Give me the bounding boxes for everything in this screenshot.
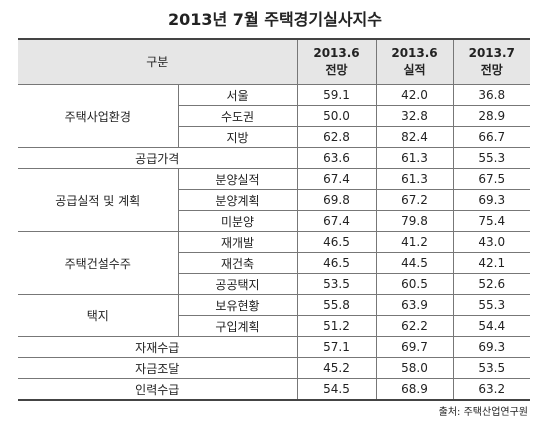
value-cell: 61.3 <box>375 147 454 169</box>
value-cell: 58.0 <box>375 357 454 379</box>
value-cell: 69.3 <box>452 336 530 358</box>
value-cell: 50.0 <box>296 105 377 127</box>
value-cell: 36.8 <box>452 84 530 106</box>
row-label: 공공택지 <box>178 273 298 295</box>
value-cell: 57.1 <box>296 336 377 358</box>
value-cell: 42.1 <box>452 252 530 274</box>
value-cell: 67.4 <box>296 210 377 232</box>
value-cell: 32.8 <box>375 105 454 127</box>
value-cell: 43.0 <box>452 231 530 253</box>
value-cell: 46.5 <box>296 252 377 274</box>
row-label: 공급가격 <box>18 147 298 169</box>
value-cell: 62.2 <box>375 315 454 337</box>
value-cell: 67.4 <box>296 168 377 190</box>
row-label: 분양계획 <box>178 189 298 211</box>
source: 출처: 주택산업연구원 <box>438 407 528 418</box>
table-row: 미분양 67.4 79.8 75.4 <box>18 210 530 232</box>
value-cell: 63.9 <box>375 294 454 316</box>
header-cell: 2013.6 실적 <box>375 38 454 85</box>
value-cell: 41.2 <box>375 231 454 253</box>
row-label: 분양실적 <box>177 168 298 190</box>
table-row: 분양계획 69.8 67.2 69.3 <box>18 189 530 211</box>
index-table: 구분 2013.6 전망 2013.6 실적 2013.7 전망 주택사업환경 서울 59.1… <box>18 38 530 401</box>
value-cell: 61.3 <box>375 168 454 190</box>
value-cell: 51.2 <box>296 315 377 337</box>
row-label: 자재수급 <box>18 336 298 358</box>
table-row: 지방 62.8 82.4 66.7 <box>18 126 530 148</box>
row-label: 수도권 <box>178 105 298 127</box>
row-label: 재개발 <box>177 231 298 253</box>
value-cell: 54.5 <box>296 378 377 401</box>
title: 2013년 7월 주택경기실사지수 <box>167 10 382 29</box>
value-cell: 45.2 <box>296 357 377 379</box>
value-cell: 67.2 <box>375 189 454 211</box>
table-row: 공급실적 및 계획 분양실적 67.4 61.3 67.5 <box>18 168 530 232</box>
header-line: 2013.6 <box>391 46 438 60</box>
header-line: 전망 <box>325 63 348 77</box>
value-cell: 66.7 <box>452 126 530 148</box>
header-line: 2013.7 <box>468 46 515 60</box>
table-row: 주택건설수주 재개발 46.5 41.2 43.0 <box>18 231 530 295</box>
value-cell: 46.5 <box>296 231 377 253</box>
value-cell: 44.5 <box>375 252 454 274</box>
value-cell: 63.6 <box>296 147 377 169</box>
value-cell: 69.8 <box>296 189 377 211</box>
table-body: 주택사업환경 서울 59.1 42.0 36.8 수도권 50.0 32.8 28.9 지방 62.… <box>18 84 530 401</box>
table-row: 주택사업환경 서울 59.1 42.0 36.8 <box>18 84 530 148</box>
group-cell: 공급실적 및 계획 <box>18 168 179 232</box>
header-line: 전망 <box>480 63 503 77</box>
value-cell: 53.5 <box>452 357 530 379</box>
table-row: 재건축 46.5 44.5 42.1 <box>18 252 530 274</box>
header-cell: 2013.6 전망 <box>296 38 377 85</box>
value-cell: 55.3 <box>452 294 530 316</box>
row-label: 구입계획 <box>178 315 298 337</box>
row-label: 자금조달 <box>18 357 298 379</box>
header-line: 2013.6 <box>313 46 360 60</box>
value-cell: 69.3 <box>452 189 530 211</box>
header-cell: 구분 <box>18 38 298 85</box>
group-cell: 주택사업환경 <box>18 84 179 148</box>
value-cell: 59.1 <box>296 84 377 106</box>
value-cell: 55.8 <box>296 294 377 316</box>
value-cell: 42.0 <box>375 84 454 106</box>
value-cell: 62.8 <box>296 126 377 148</box>
table-row: 자재수급 57.1 69.7 69.3 <box>18 336 530 358</box>
table-row: 자금조달 45.2 58.0 53.5 <box>18 357 530 379</box>
table-row: 공공택지 53.5 60.5 52.6 <box>18 273 530 295</box>
row-label: 서울 <box>177 84 298 106</box>
value-cell: 82.4 <box>375 126 454 148</box>
value-cell: 28.9 <box>452 105 530 127</box>
row-label: 재건축 <box>178 252 298 274</box>
value-cell: 60.5 <box>375 273 454 295</box>
value-cell: 68.9 <box>375 378 454 401</box>
header-cell: 2013.7 전망 <box>452 38 530 85</box>
header-row: 구분 2013.6 전망 2013.6 실적 2013.7 전망 <box>18 38 530 85</box>
value-cell: 69.7 <box>375 336 454 358</box>
group-cell: 주택건설수주 <box>18 231 179 295</box>
row-label: 보유현황 <box>177 294 298 316</box>
row-label: 미분양 <box>178 210 298 232</box>
row-label: 지방 <box>178 126 298 148</box>
table-row: 택지 보유현황 55.8 63.9 55.3 <box>18 294 530 337</box>
value-cell: 53.5 <box>296 273 377 295</box>
table-row: 공급가격 63.6 61.3 55.3 <box>18 147 530 169</box>
value-cell: 67.5 <box>452 168 530 190</box>
value-cell: 54.4 <box>452 315 530 337</box>
header-line: 실적 <box>403 63 426 77</box>
row-label: 인력수급 <box>18 378 298 401</box>
value-cell: 55.3 <box>452 147 530 169</box>
table-row: 인력수급 54.5 68.9 63.2 <box>18 378 530 401</box>
table-header: 구분 2013.6 전망 2013.6 실적 2013.7 전망 <box>18 38 530 85</box>
group-cell: 택지 <box>18 294 179 337</box>
value-cell: 63.2 <box>452 378 530 401</box>
value-cell: 75.4 <box>452 210 530 232</box>
value-cell: 52.6 <box>452 273 530 295</box>
value-cell: 79.8 <box>375 210 454 232</box>
